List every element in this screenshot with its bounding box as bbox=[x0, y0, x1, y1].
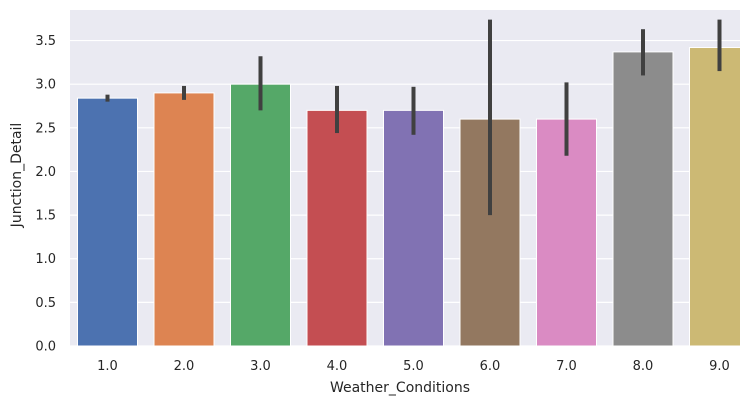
x-tick-label: 1.0 bbox=[97, 359, 118, 374]
bar-5.0 bbox=[383, 109, 444, 347]
x-tick-label: 5.0 bbox=[403, 359, 424, 374]
bars bbox=[77, 47, 740, 347]
bar-4.0 bbox=[306, 109, 368, 347]
error-bars bbox=[105, 19, 722, 216]
bar-7.0 bbox=[536, 118, 597, 347]
y-tick-label: 1.0 bbox=[35, 252, 56, 267]
y-tick-labels: 0.0 0.5 1.0 1.5 2.0 2.5 3.0 3.5 bbox=[35, 34, 56, 354]
bar-1.0 bbox=[77, 97, 138, 347]
x-tick-label: 4.0 bbox=[327, 359, 348, 374]
x-tick-label: 2.0 bbox=[174, 359, 195, 374]
x-tick-label: 7.0 bbox=[556, 359, 577, 374]
bar-3.0 bbox=[230, 83, 291, 347]
x-tick-label: 8.0 bbox=[633, 359, 654, 374]
bar-9.0 bbox=[689, 47, 740, 347]
y-tick-label: 3.5 bbox=[35, 34, 56, 49]
y-axis-label: Junction_Detail bbox=[9, 123, 25, 229]
x-tick-label: 3.0 bbox=[250, 359, 271, 374]
x-tick-labels: 1.0 2.0 3.0 4.0 5.0 6.0 7.0 8.0 9.0 bbox=[97, 359, 730, 374]
y-tick-label: 2.5 bbox=[35, 121, 56, 136]
y-tick-label: 0.0 bbox=[35, 340, 56, 355]
y-tick-label: 1.5 bbox=[35, 209, 56, 224]
y-tick-label: 3.0 bbox=[35, 78, 56, 93]
x-tick-label: 9.0 bbox=[709, 359, 730, 374]
bar-8.0 bbox=[612, 51, 674, 347]
y-tick-label: 2.0 bbox=[35, 165, 56, 180]
x-axis-label: Weather_Conditions bbox=[330, 380, 470, 396]
bar-2.0 bbox=[153, 92, 215, 347]
y-tick-label: 0.5 bbox=[35, 296, 56, 311]
x-tick-label: 6.0 bbox=[480, 359, 501, 374]
